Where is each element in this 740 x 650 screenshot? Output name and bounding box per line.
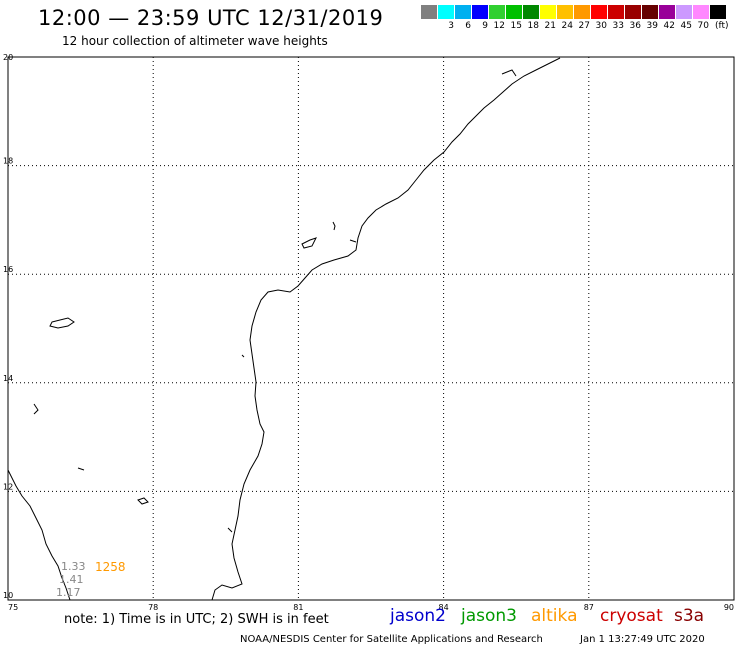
latitude-tick-label: 10 xyxy=(3,591,13,600)
observation-value: 1.41 xyxy=(59,573,84,586)
islet-6 xyxy=(77,467,85,471)
sri-lanka-coast xyxy=(7,469,71,601)
latitude-tick-label: 20 xyxy=(3,53,13,62)
chart-subtitle: 12 hour collection of altimeter wave hei… xyxy=(62,34,328,48)
satellite-legend-altika: altika xyxy=(531,606,578,626)
map-frame xyxy=(7,56,735,601)
longitude-tick-label: 87 xyxy=(584,603,594,612)
colorbar-swatch xyxy=(438,5,455,19)
colorbar-label: 33 xyxy=(612,21,624,31)
observation-value: 1.17 xyxy=(56,586,81,599)
longitude-tick-label: 81 xyxy=(293,603,303,612)
colorbar-label: 36 xyxy=(629,21,641,31)
colorbar-label: 24 xyxy=(561,21,573,31)
colorbar-swatch xyxy=(574,5,591,19)
colorbar-label: 21 xyxy=(544,21,556,31)
latitude-tick-label: 16 xyxy=(3,265,13,274)
colorbar-swatch xyxy=(659,5,676,19)
colorbar-unit: (ft) xyxy=(715,21,729,31)
colorbar-labels: 3 6 9 12 15 18 21 24 27 30 33 36 39 42 45 70 xyxy=(421,21,727,31)
satellite-legend-jason2: jason2 xyxy=(390,606,446,626)
footer-credit: NOAA/NESDIS Center for Satellite Applica… xyxy=(240,634,543,645)
colorbar-swatch xyxy=(540,5,557,19)
satellite-legend-cryosat: cryosat xyxy=(600,606,663,626)
islet-4 xyxy=(137,497,149,505)
colorbar-swatch xyxy=(693,5,710,19)
latitude-tick-label: 18 xyxy=(3,157,13,166)
colorbar-label: 6 xyxy=(465,21,471,31)
colorbar-label: 42 xyxy=(663,21,675,31)
pass-time-label: 1258 xyxy=(95,560,126,574)
colorbar-swatch xyxy=(489,5,506,19)
colorbar-swatch xyxy=(608,5,625,19)
islet-1 xyxy=(49,317,75,329)
longitude-tick-label: 90 xyxy=(724,603,734,612)
colorbar-swatch xyxy=(472,5,489,19)
colorbar-swatch xyxy=(421,5,438,19)
islet-10 xyxy=(241,354,245,358)
islet-7 xyxy=(501,69,517,77)
india-east-coast xyxy=(211,57,561,601)
coastline xyxy=(7,57,561,601)
footer-note: note: 1) Time is in UTC; 2) SWH is in fe… xyxy=(64,612,329,627)
islet-3 xyxy=(332,221,336,231)
observation-value: 1.33 xyxy=(61,560,86,573)
colorbar-swatch xyxy=(455,5,472,19)
satellite-legend-s3a: s3a xyxy=(674,606,705,626)
wave-height-colorbar xyxy=(421,5,727,19)
longitude-tick-label: 75 xyxy=(8,603,18,612)
colorbar-swatch xyxy=(591,5,608,19)
latitude-tick-label: 12 xyxy=(3,482,13,491)
colorbar-label: 15 xyxy=(510,21,522,31)
islet-2 xyxy=(301,237,317,249)
latitude-tick-label: 14 xyxy=(3,374,13,383)
colorbar-swatch xyxy=(625,5,642,19)
colorbar-label: 9 xyxy=(482,21,488,31)
islet-9 xyxy=(227,527,233,533)
colorbar-swatch xyxy=(676,5,693,19)
longitude-tick-label: 78 xyxy=(148,603,158,612)
islet-8 xyxy=(349,239,357,243)
colorbar-label: 3 xyxy=(448,21,454,31)
longitude-tick-label: 84 xyxy=(439,603,449,612)
colorbar-swatch xyxy=(506,5,523,19)
map-grid xyxy=(8,57,734,600)
colorbar-label: 30 xyxy=(595,21,607,31)
map-tick-labels: 75 78 81 84 87 90 10 12 14 16 18 20 xyxy=(3,53,734,612)
colorbar-label: 27 xyxy=(578,21,590,31)
colorbar-swatch xyxy=(523,5,540,19)
chart-title: 12:00 — 23:59 UTC 12/31/2019 xyxy=(38,6,384,30)
colorbar-swatch xyxy=(642,5,659,19)
colorbar-swatch xyxy=(710,5,727,19)
colorbar-label: 45 xyxy=(680,21,692,31)
colorbar-swatch xyxy=(557,5,574,19)
colorbar-label: 12 xyxy=(493,21,505,31)
islet-5 xyxy=(33,403,39,415)
footer-generated-time: Jan 1 13:27:49 UTC 2020 xyxy=(580,634,705,645)
colorbar-label: 39 xyxy=(646,21,658,31)
colorbar-label: 70 xyxy=(697,21,709,31)
satellite-legend-jason3: jason3 xyxy=(461,606,517,626)
colorbar-label: 18 xyxy=(527,21,539,31)
